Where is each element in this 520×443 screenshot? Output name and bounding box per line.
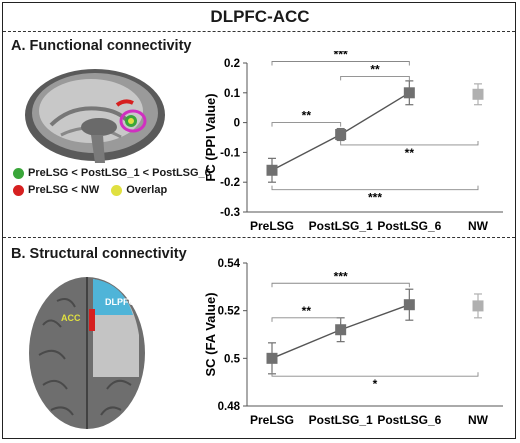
yellow-dot-icon bbox=[111, 184, 123, 196]
significance-label: *** bbox=[334, 269, 348, 283]
significance-label: *** bbox=[334, 51, 348, 62]
data-point bbox=[335, 129, 347, 141]
y-tick-label: -0.2 bbox=[220, 177, 240, 189]
legend-label-red: PreLSG < NW bbox=[28, 184, 100, 196]
axial-brain-image: DLPFC ACC bbox=[29, 277, 145, 429]
y-tick-label: -0.1 bbox=[220, 147, 240, 159]
y-axis-label: FC (PPI Value) bbox=[203, 93, 218, 181]
data-point bbox=[335, 324, 347, 336]
acc-label: ACC bbox=[61, 313, 81, 323]
data-point bbox=[403, 87, 415, 99]
sagittal-brain-image bbox=[21, 65, 169, 165]
data-point bbox=[266, 352, 278, 364]
significance-bracket bbox=[271, 282, 410, 288]
y-tick-label: 0.48 bbox=[218, 401, 241, 413]
figure-frame: DLPFC-ACC A. Functional connectivity B. … bbox=[2, 2, 516, 439]
chart-structural-connectivity: SC (FA Value) 0.48 0.5 0.52 0.54 PreLSG PostLS… bbox=[203, 258, 503, 427]
data-point bbox=[403, 299, 415, 311]
legend-label-green: PreLSG < PostLSG_1 < PostLSG_6 bbox=[28, 167, 211, 179]
y-tick-label: 0.5 bbox=[224, 353, 241, 365]
legend-item-red: PreLSG < NW Overlap bbox=[13, 184, 167, 196]
significance-bracket bbox=[271, 61, 410, 66]
x-tick-label: NW bbox=[468, 219, 489, 233]
significance-label: ** bbox=[405, 146, 415, 160]
x-tick-label: PostLSG_1 bbox=[309, 413, 373, 427]
significance-label: ** bbox=[302, 109, 312, 123]
red-dot-icon bbox=[13, 184, 24, 196]
x-tick-label: PostLSG_1 bbox=[309, 219, 373, 233]
panel-divider bbox=[3, 237, 515, 238]
x-tick-label: NW bbox=[468, 413, 489, 427]
y-tick-label: -0.3 bbox=[220, 207, 240, 219]
significance-bracket bbox=[271, 185, 479, 191]
panel-b-title: B. Structural connectivity bbox=[11, 246, 187, 262]
data-point bbox=[472, 88, 484, 100]
significance-bracket bbox=[271, 122, 342, 127]
figure-title: DLPFC-ACC bbox=[210, 7, 310, 26]
x-tick-label: PreLSG bbox=[250, 413, 294, 427]
x-tick-label: PreLSG bbox=[250, 219, 294, 233]
significance-bracket bbox=[340, 140, 479, 146]
significance-label: *** bbox=[368, 191, 382, 205]
significance-bracket bbox=[271, 372, 479, 377]
x-tick-label: PostLSG_6 bbox=[377, 219, 441, 233]
panel-a-title: A. Functional connectivity bbox=[11, 38, 192, 54]
x-tick-label: PostLSG_6 bbox=[377, 413, 441, 427]
significance-label: ** bbox=[370, 62, 380, 76]
chart-functional-connectivity: FC (PPI Value) -0.3 -0.2 -0.1 0 0.1 0.2 PreLSG P… bbox=[203, 51, 503, 233]
significance-bracket bbox=[340, 75, 410, 81]
y-tick-label: 0.1 bbox=[224, 88, 241, 100]
title-divider bbox=[3, 31, 515, 32]
green-dot-icon bbox=[13, 167, 24, 179]
significance-label: ** bbox=[302, 304, 312, 318]
y-tick-label: 0.54 bbox=[218, 258, 241, 270]
legend-item-green: PreLSG < PostLSG_1 < PostLSG_6 bbox=[13, 167, 211, 179]
legend-label-yellow: Overlap bbox=[126, 184, 168, 196]
data-point bbox=[266, 164, 278, 176]
y-axis-label: SC (FA Value) bbox=[203, 292, 218, 376]
y-tick-label: 0.2 bbox=[224, 58, 240, 70]
y-tick-label: 0 bbox=[234, 118, 240, 130]
significance-bracket bbox=[271, 317, 342, 322]
data-point bbox=[472, 300, 484, 312]
significance-label: * bbox=[373, 377, 378, 391]
y-tick-label: 0.52 bbox=[218, 306, 240, 318]
dlpfc-label: DLPFC bbox=[105, 297, 135, 307]
